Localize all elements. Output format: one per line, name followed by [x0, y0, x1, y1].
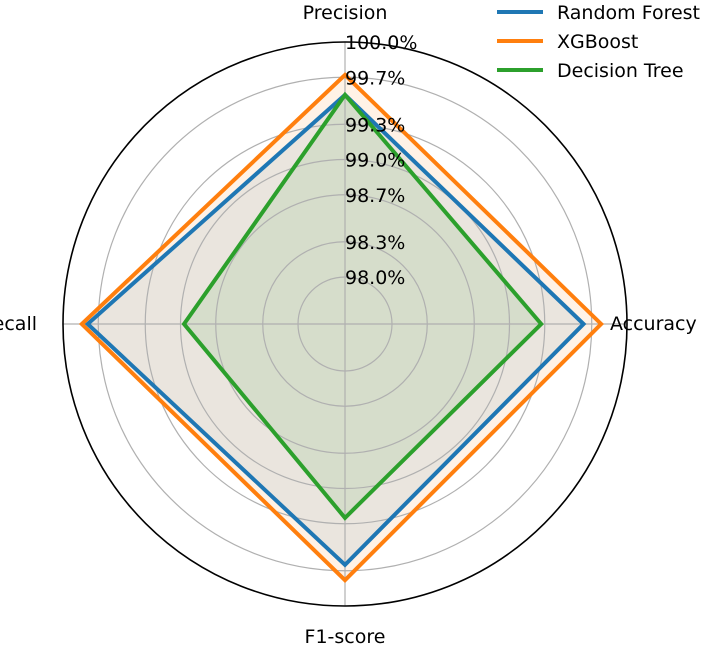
legend-label-0: Random Forest — [557, 2, 700, 24]
r-tick-label: 99.3% — [345, 114, 405, 136]
polar-frame — [62, 41, 628, 607]
r-tick-label: 99.7% — [345, 67, 405, 89]
r-tick-label: 99.0% — [345, 150, 405, 172]
outer-frame — [62, 41, 628, 607]
legend-label-2: Decision Tree — [557, 60, 684, 82]
series-lines — [78, 72, 604, 583]
axis-label-recall: Recall — [0, 313, 37, 335]
radial-tick-labels: 98.0% 98.3% 98.7% 99.0% 99.3% 99.7% 100.0% — [345, 32, 417, 289]
legend: Random Forest XGBoost Decision Tree — [497, 2, 700, 82]
series-line-2 — [181, 91, 544, 521]
r-tick-label: 98.7% — [345, 185, 405, 207]
axis-labels: Accuracy Precision Recall F1-score — [0, 2, 697, 647]
series-line-0 — [84, 92, 587, 568]
series-fill-layer — [81, 74, 602, 581]
axis-label-f1-score: F1-score — [305, 626, 386, 647]
r-tick-label: 100.0% — [345, 32, 417, 54]
legend-label-1: XGBoost — [557, 31, 638, 53]
r-tick-label: 98.0% — [345, 267, 405, 289]
series-line-1 — [78, 72, 604, 583]
axis-label-accuracy: Accuracy — [610, 313, 697, 335]
radial-grid — [63, 42, 627, 606]
r-tick-label: 98.3% — [345, 232, 405, 254]
axis-label-precision: Precision — [303, 2, 388, 24]
